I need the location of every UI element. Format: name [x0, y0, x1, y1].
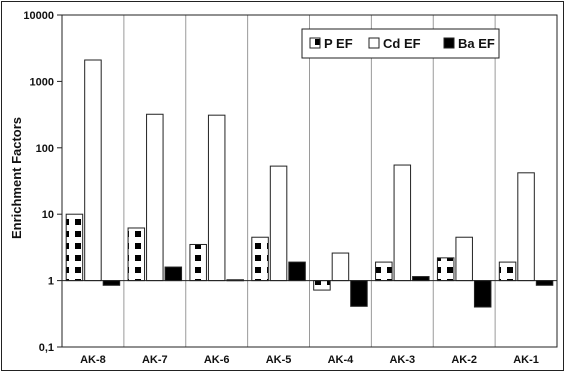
bar-ba-ef-ak-7 [164, 266, 183, 282]
legend-swatch [443, 37, 455, 49]
y-tick-label: 10 [42, 209, 54, 221]
x-tick-label: AK-6 [204, 354, 230, 366]
y-tick-label: 10000 [23, 10, 54, 22]
plot-area-border [61, 14, 558, 348]
x-tick-label: AK-2 [451, 354, 477, 366]
bar-p-ef-ak-5 [251, 236, 269, 282]
bar-cd-ef-ak-7 [146, 113, 164, 282]
x-tick-label: AK-1 [513, 354, 539, 366]
bar-p-ef-ak-1 [498, 261, 517, 282]
bar-cd-ef-ak-4 [331, 252, 350, 282]
bar-cd-ef-ak-5 [269, 165, 288, 282]
legend: P EF Cd EF Ba EF [301, 28, 500, 59]
axes: 0,1 1 10 100 1000 10000 AK-8 AK-7 AK-6 AK-5 AK-4 AK… [23, 10, 538, 366]
x-tick-label: AK-4 [328, 354, 355, 366]
bar-p-ef-ak-7 [127, 227, 146, 282]
gridlines [123, 15, 496, 347]
bar-ba-ef-ak-4 [350, 280, 368, 307]
bar-cd-ef-ak-8 [84, 59, 102, 282]
x-tick-label: AK-8 [80, 354, 106, 366]
bar-p-ef-ak-4 [313, 280, 331, 291]
legend-swatch [309, 37, 321, 49]
bar-ba-ef-ak-1 [535, 280, 554, 286]
bar-ba-ef-ak-3 [412, 276, 430, 282]
bar-ba-ef-ak-5 [288, 261, 306, 282]
bar-ba-ef-ak-8 [102, 280, 121, 286]
bar-cd-ef-ak-3 [393, 164, 412, 282]
y-axis-label: Enrichment Factors [9, 117, 24, 239]
bar-ba-ef-ak-2 [473, 280, 492, 308]
legend-swatch [368, 37, 380, 49]
legend-label: Ba EF [458, 36, 495, 51]
y-tick-label: 1000 [30, 76, 54, 88]
bar-cd-ef-ak-2 [455, 236, 473, 282]
y-tick-label: 1 [48, 276, 54, 288]
x-tick-label: AK-5 [266, 354, 292, 366]
legend-box [301, 28, 500, 59]
bar-p-ef-ak-3 [375, 261, 393, 282]
y-tick-label: 0,1 [39, 342, 54, 354]
bar-p-ef-ak-2 [436, 257, 455, 282]
legend-label: P EF [324, 36, 353, 51]
bar-cd-ef-ak-6 [207, 114, 226, 282]
x-tick-label: AK-7 [142, 354, 168, 366]
bar-p-ef-ak-8 [65, 213, 84, 282]
bar-p-ef-ak-6 [189, 243, 207, 282]
bars [65, 59, 554, 308]
x-tick-label: AK-3 [389, 354, 415, 366]
y-tick-label: 100 [36, 143, 54, 155]
legend-label: Cd EF [383, 36, 421, 51]
bar-cd-ef-ak-1 [517, 172, 535, 282]
